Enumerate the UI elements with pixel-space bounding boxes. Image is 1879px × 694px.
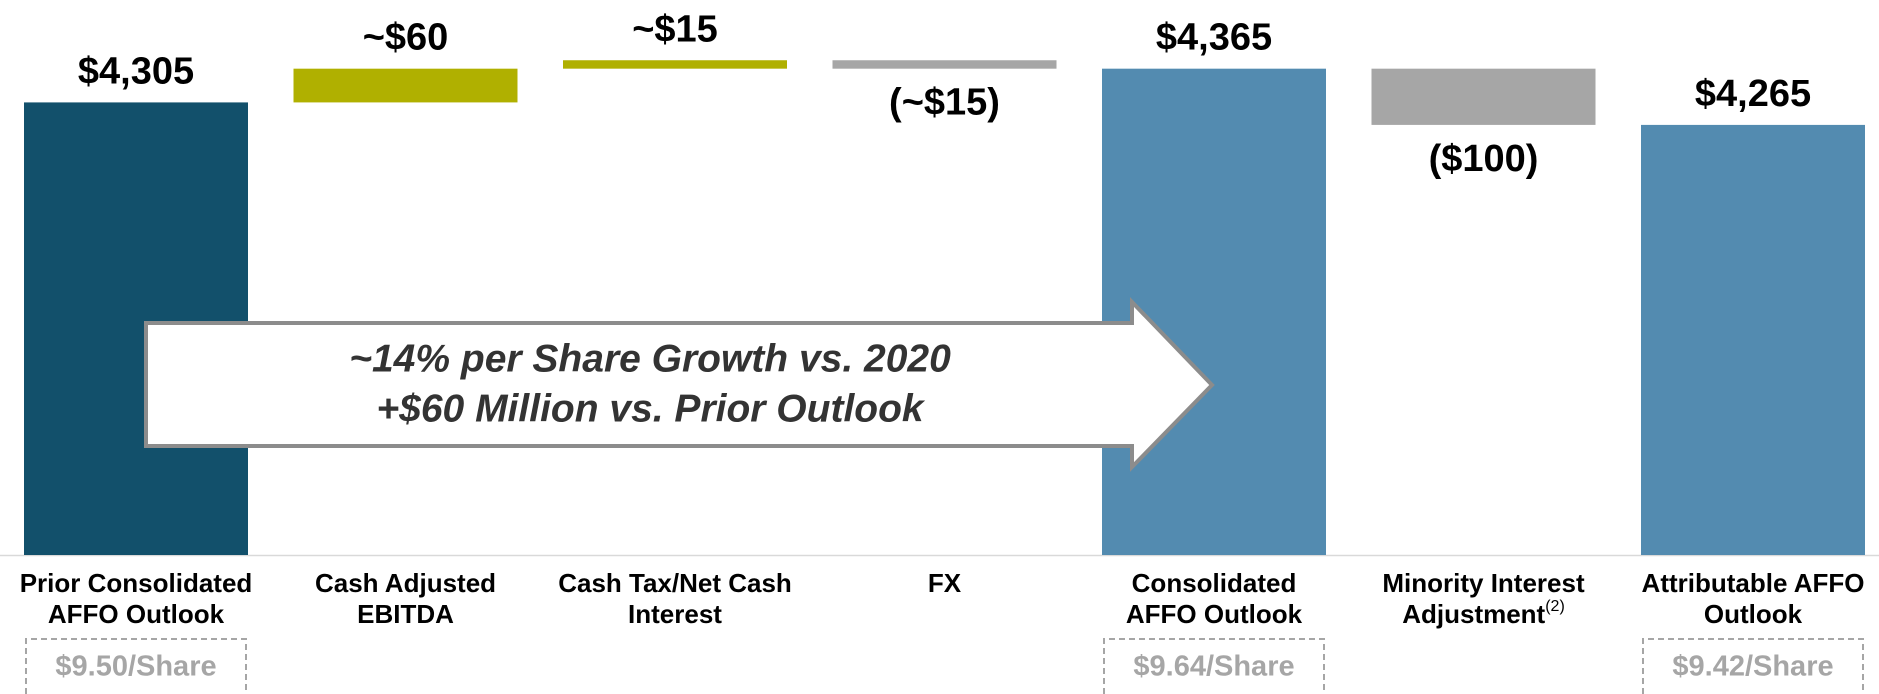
per-share-box — [25, 638, 247, 694]
x-tick-label: Consolidated — [1132, 568, 1297, 598]
x-tick-label: Attributable AFFO — [1642, 568, 1865, 598]
growth-arrow — [144, 297, 1215, 472]
x-tick-label: Interest — [628, 599, 722, 629]
x-tick-label: Adjustment(2) — [1402, 598, 1565, 629]
per-share-label: $9.42/Share — [1672, 651, 1833, 683]
x-tick-label: EBITDA — [357, 599, 454, 629]
bar — [1371, 68, 1596, 125]
x-tick-label-line: Adjustment — [1402, 599, 1545, 629]
value-label: (~$15) — [889, 82, 1000, 124]
per-share-box — [1103, 638, 1325, 694]
bar — [563, 60, 787, 69]
footnote-marker: (2) — [1545, 598, 1565, 615]
annotation: +$60 Million vs. Prior Outlook — [376, 387, 926, 430]
value-label: ~$60 — [363, 17, 449, 59]
value-label: $4,305 — [78, 50, 194, 92]
x-tick-label: Cash Tax/Net Cash — [558, 568, 792, 598]
x-tick-label: AFFO Outlook — [48, 599, 225, 629]
x-tick-label: AFFO Outlook — [1126, 599, 1303, 629]
bars — [24, 60, 1865, 556]
bar — [293, 68, 518, 103]
per-share-box — [1642, 638, 1864, 694]
per-share-label: $9.64/Share — [1133, 651, 1294, 683]
value-label: ~$15 — [632, 8, 718, 50]
x-tick-label: Cash Adjusted — [315, 568, 496, 598]
bar — [1641, 124, 1865, 556]
value-label: ($100) — [1429, 138, 1539, 180]
x-tick-label: Outlook — [1704, 599, 1803, 629]
x-tick-label: Minority Interest — [1382, 568, 1585, 598]
x-tick-label: FX — [928, 568, 962, 598]
x-tick-label: Prior Consolidated — [20, 568, 253, 598]
bar — [832, 60, 1057, 69]
value-label: $4,265 — [1695, 73, 1811, 115]
per-share-label: $9.50/Share — [55, 651, 216, 683]
annotation: ~14% per Share Growth vs. 2020 — [349, 337, 951, 380]
value-label: $4,365 — [1156, 17, 1272, 59]
